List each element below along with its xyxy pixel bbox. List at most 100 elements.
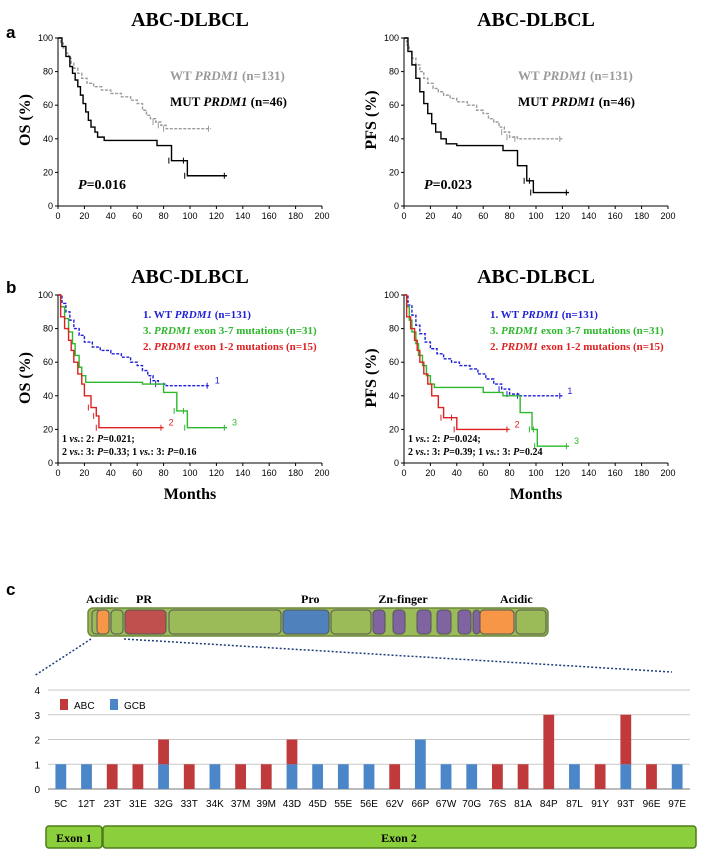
protein-diagram: Acidic PR Pro Zn-finger Acidic bbox=[33, 592, 673, 677]
y-tick-label: 100 bbox=[38, 290, 53, 300]
x-tick-label: 56E bbox=[360, 799, 378, 810]
text-span: P bbox=[424, 178, 433, 193]
zn-finger-5 bbox=[457, 609, 472, 635]
x-tick-label: 40 bbox=[452, 211, 462, 221]
x-tick-label: 200 bbox=[314, 211, 329, 221]
bar-gcb-12T bbox=[81, 764, 92, 789]
text-span: vs. bbox=[70, 434, 81, 445]
x-tick-label: 55E bbox=[334, 799, 352, 810]
bar-abc-96E bbox=[646, 764, 657, 789]
text-span: vs. bbox=[70, 447, 81, 458]
y-tick-label: 2 bbox=[34, 736, 40, 747]
y-tick-label: 80 bbox=[43, 324, 53, 334]
y-tick-label: 80 bbox=[389, 67, 399, 77]
text-span: 2. bbox=[490, 341, 501, 353]
survival-curve-mut-prdm1 bbox=[58, 37, 227, 177]
survival-curve-2 bbox=[404, 294, 510, 431]
y-tick-label: 3 bbox=[34, 711, 40, 722]
p-value: P=0.023 bbox=[424, 178, 472, 193]
x-tick-label: 200 bbox=[314, 468, 329, 478]
bar-abc-31E bbox=[132, 764, 144, 789]
domain-label: Pro bbox=[301, 592, 319, 606]
text-span: MUT bbox=[518, 94, 551, 109]
x-tick-label: 40 bbox=[106, 211, 116, 221]
bar-abc-81A bbox=[517, 764, 529, 789]
x-tick-label: 23T bbox=[104, 799, 121, 810]
y-tick-label: 100 bbox=[38, 33, 53, 43]
y-tick-label: 20 bbox=[43, 167, 53, 177]
text-span: : 3: bbox=[426, 447, 443, 458]
bar-abc-76S bbox=[492, 764, 503, 789]
y-tick-label: 20 bbox=[389, 167, 399, 177]
text-span: vs. bbox=[416, 447, 427, 458]
y-tick-label: 40 bbox=[43, 391, 53, 401]
y-tick-label: 40 bbox=[43, 134, 53, 144]
x-axis-title: Months bbox=[164, 486, 216, 503]
x-tick-label: 100 bbox=[182, 211, 197, 221]
plot-title: ABC-DLBCL bbox=[477, 266, 595, 288]
y-axis-title: PFS (%) bbox=[363, 348, 380, 407]
text-span: P bbox=[513, 447, 520, 458]
x-tick-label: 5C bbox=[54, 799, 67, 810]
survival-curve-3 bbox=[58, 294, 227, 429]
x-tick-label: 31E bbox=[129, 799, 147, 810]
text-span: =0.023 bbox=[433, 178, 472, 193]
y-axis-title: PFS (%) bbox=[363, 90, 380, 149]
text-span: (n=131) bbox=[559, 309, 598, 321]
panel-label-c: c bbox=[6, 580, 15, 599]
y-axis-title: OS (%) bbox=[17, 352, 34, 404]
x-tick-label: 93T bbox=[617, 799, 634, 810]
x-tick-label: 60 bbox=[132, 468, 142, 478]
bar-abc-62V bbox=[389, 764, 401, 789]
y-tick-label: 100 bbox=[384, 33, 399, 43]
panel-label-b: b bbox=[6, 278, 16, 297]
p-value-line: 1 vs.: 2: P=0.021; bbox=[62, 434, 135, 445]
bar-abc-84P bbox=[543, 714, 555, 789]
bar-gcb-56E bbox=[363, 764, 375, 789]
text-span: : 2: bbox=[426, 434, 443, 445]
y-tick-label: 1 bbox=[34, 760, 40, 771]
y-tick-label: 40 bbox=[389, 134, 399, 144]
text-span: MUT bbox=[170, 94, 203, 109]
bar-gcb-87L bbox=[569, 764, 580, 789]
text-span: PRDM1 bbox=[154, 341, 191, 353]
bar-gcb-32G bbox=[158, 764, 169, 789]
x-tick-label: 100 bbox=[182, 468, 197, 478]
x-tick-label: 97E bbox=[668, 799, 686, 810]
text-span: PRDM1 bbox=[175, 309, 212, 321]
plot-title: ABC-DLBCL bbox=[477, 9, 595, 31]
text-span: vs. bbox=[486, 447, 497, 458]
curve-number-label: 1 bbox=[567, 386, 572, 396]
y-tick-label: 60 bbox=[43, 100, 53, 110]
bar-abc-33T bbox=[183, 764, 195, 789]
exon-1-box bbox=[45, 825, 103, 849]
text-span: 3. bbox=[490, 325, 501, 337]
km-plot-b_pfs: ABC-DLBCL PFS (%) 0 20 40 60 80 100 0 20 40 60 80 100… bbox=[363, 266, 676, 503]
x-tick-label: 180 bbox=[634, 468, 649, 478]
text-span: PRDM1 bbox=[522, 309, 559, 321]
bar-abc-93T bbox=[620, 714, 632, 765]
p-value-line: 2 vs.: 3: P=0.39; 1 vs.: 3: P=0.24 bbox=[408, 447, 542, 458]
text-span: exon 3-7 mutations (n=31) bbox=[191, 325, 317, 337]
x-tick-label: 87L bbox=[566, 799, 583, 810]
text-span: exon 1-2 mutations (n=15) bbox=[538, 341, 664, 353]
text-span: =0.16 bbox=[173, 447, 196, 458]
x-tick-label: 160 bbox=[262, 211, 277, 221]
legend-entry: 3. PRDM1 exon 3-7 mutations (n=31) bbox=[490, 325, 664, 337]
x-tick-label: 32G bbox=[154, 799, 173, 810]
curve-number-label: 1 bbox=[215, 376, 220, 386]
text-span: vs. bbox=[416, 434, 427, 445]
y-tick-label: 0 bbox=[48, 201, 53, 211]
zn-finger-4 bbox=[436, 609, 452, 635]
bar-abc-37M bbox=[235, 764, 246, 789]
curve-number-label: 2 bbox=[169, 418, 174, 428]
x-tick-label: 80 bbox=[159, 211, 169, 221]
zoom-line-left bbox=[33, 638, 92, 677]
x-tick-label: 70G bbox=[462, 799, 481, 810]
text-span: (n=131) bbox=[239, 68, 285, 83]
domain-label: PR bbox=[136, 592, 152, 606]
text-span: P bbox=[443, 434, 450, 445]
x-tick-label: 160 bbox=[608, 468, 623, 478]
linker-segment bbox=[110, 609, 124, 635]
x-tick-label: 0 bbox=[55, 468, 60, 478]
